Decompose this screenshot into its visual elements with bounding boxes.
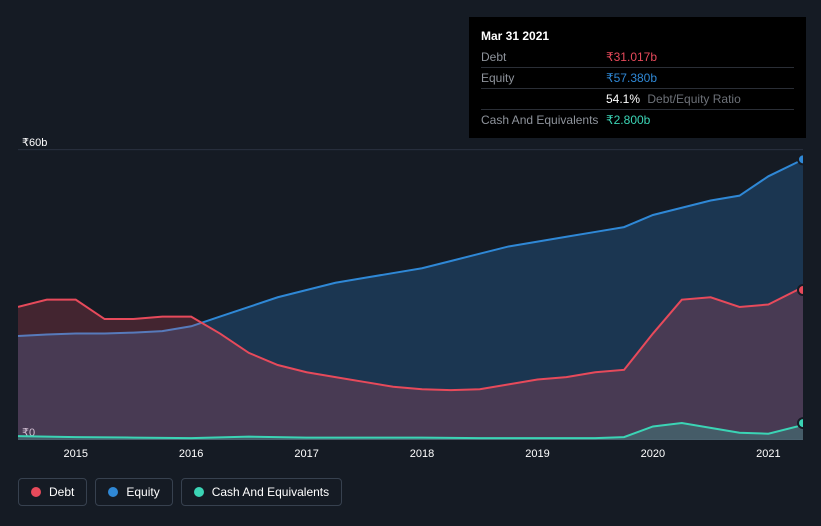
legend-label: Equity [126, 485, 159, 499]
x-axis-label: 2021 [756, 448, 780, 460]
series-end-dot [798, 154, 803, 164]
tooltip-row: Debt₹31.017b [481, 47, 794, 67]
x-axis-label: 2016 [179, 448, 203, 460]
x-axis-label: 2017 [294, 448, 318, 460]
x-axis: 2015 2016 2017 2018 2019 2020 2021 [18, 445, 803, 465]
chart-container: Mar 31 2021 Debt₹31.017bEquity₹57.380b54… [0, 0, 821, 526]
legend-swatch [194, 487, 204, 497]
legend-item[interactable]: Cash And Equivalents [181, 478, 342, 506]
tooltip-label: Equity [481, 71, 606, 85]
tooltip-row: 54.1% Debt/Equity Ratio [481, 88, 794, 109]
tooltip-value: ₹31.017b [606, 50, 657, 64]
x-axis-label: 2018 [410, 448, 434, 460]
series-end-dot [798, 418, 803, 428]
legend-item[interactable]: Debt [18, 478, 87, 506]
chart-legend: Debt Equity Cash And Equivalents [18, 478, 342, 506]
tooltip-extra: Debt/Equity Ratio [644, 92, 741, 106]
tooltip-row: Cash And Equivalents₹2.800b [481, 109, 794, 130]
tooltip-label [481, 92, 606, 106]
tooltip-row: Equity₹57.380b [481, 67, 794, 88]
tooltip-value: 54.1% Debt/Equity Ratio [606, 92, 741, 106]
tooltip-label: Cash And Equivalents [481, 113, 606, 127]
legend-swatch [108, 487, 118, 497]
legend-label: Cash And Equivalents [212, 485, 329, 499]
legend-item[interactable]: Equity [95, 478, 172, 506]
x-axis-label: 2019 [525, 448, 549, 460]
tooltip-value: ₹57.380b [606, 71, 657, 85]
chart-plot-area[interactable] [18, 140, 803, 440]
x-axis-label: 2020 [641, 448, 665, 460]
chart-svg [18, 140, 803, 440]
legend-label: Debt [49, 485, 74, 499]
x-axis-label: 2015 [63, 448, 87, 460]
tooltip-label: Debt [481, 50, 606, 64]
tooltip-value: ₹2.800b [606, 113, 650, 127]
series-end-dot [798, 285, 803, 295]
legend-swatch [31, 487, 41, 497]
chart-tooltip: Mar 31 2021 Debt₹31.017bEquity₹57.380b54… [469, 17, 806, 138]
tooltip-date: Mar 31 2021 [481, 25, 794, 47]
